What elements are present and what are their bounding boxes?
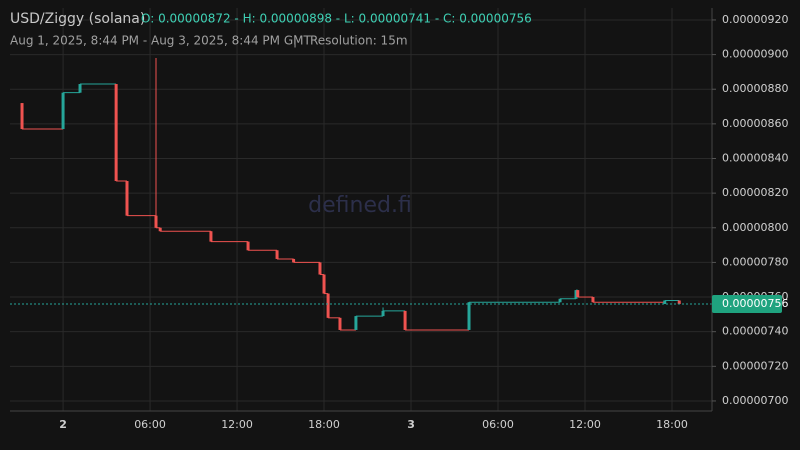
candle-body — [574, 290, 578, 299]
last-price-label: 0.00000756 — [722, 297, 788, 310]
candle-body — [354, 316, 358, 330]
y-tick-label: 0.00000780 — [722, 255, 788, 268]
symbol: USD/Ziggy (solana) — [10, 11, 145, 27]
candle-body — [20, 103, 24, 130]
x-tick-label: 12:00 — [569, 418, 601, 431]
y-tick-label: 0.00000840 — [722, 151, 788, 164]
candle-body — [322, 274, 326, 294]
separator: | — [293, 34, 297, 48]
y-tick-label: 0.00000740 — [722, 325, 788, 338]
resolution: Resolution: 15m — [310, 34, 408, 48]
candle-body — [403, 310, 407, 330]
candle-body — [467, 302, 471, 330]
candle-body — [275, 250, 279, 259]
ohlc: O: 0.00000872 - H: 0.00000898 - L: 0.000… — [141, 12, 532, 26]
last-price-tag — [712, 294, 782, 313]
candle-body — [158, 227, 162, 232]
y-tick-label: 0.00000880 — [722, 82, 788, 95]
candle-body — [154, 215, 158, 228]
candle-body — [246, 241, 250, 251]
x-tick-label: 18:00 — [308, 418, 340, 431]
candle-body — [326, 293, 330, 318]
candle-body — [78, 84, 82, 93]
watermark: defined.fi — [308, 193, 412, 218]
x-tick-label: 18:00 — [656, 418, 688, 431]
candle-body — [576, 290, 580, 298]
x-tick-label: 12:00 — [221, 418, 253, 431]
y-tick-label: 0.00000900 — [722, 48, 788, 61]
y-tick-label: 0.00000700 — [722, 394, 788, 407]
candle-body — [381, 310, 385, 317]
x-tick-label: 3 — [407, 418, 415, 431]
candle-body — [318, 262, 322, 275]
y-tick-label: 0.00000920 — [722, 13, 788, 26]
candle-body — [292, 258, 296, 263]
candle-body — [338, 317, 342, 330]
x-tick-label: 06:00 — [482, 418, 514, 431]
candle-body — [125, 181, 129, 216]
candle-body — [591, 297, 595, 303]
y-tick-label: 0.00000820 — [722, 186, 788, 199]
y-tick-label: 0.00000800 — [722, 221, 788, 234]
candle-body — [114, 84, 118, 182]
candle-body — [61, 92, 65, 130]
candle-body — [677, 300, 681, 304]
y-tick-label: 0.00000720 — [722, 359, 788, 372]
candle-body — [558, 298, 562, 303]
x-tick-label: 06:00 — [134, 418, 166, 431]
candle-body — [663, 300, 667, 304]
candle-body — [209, 231, 213, 242]
time-range: Aug 1, 2025, 8:44 PM - Aug 3, 2025, 8:44… — [10, 34, 311, 48]
x-tick-label: 2 — [59, 418, 67, 431]
y-tick-label: 0.00000860 — [722, 117, 788, 130]
